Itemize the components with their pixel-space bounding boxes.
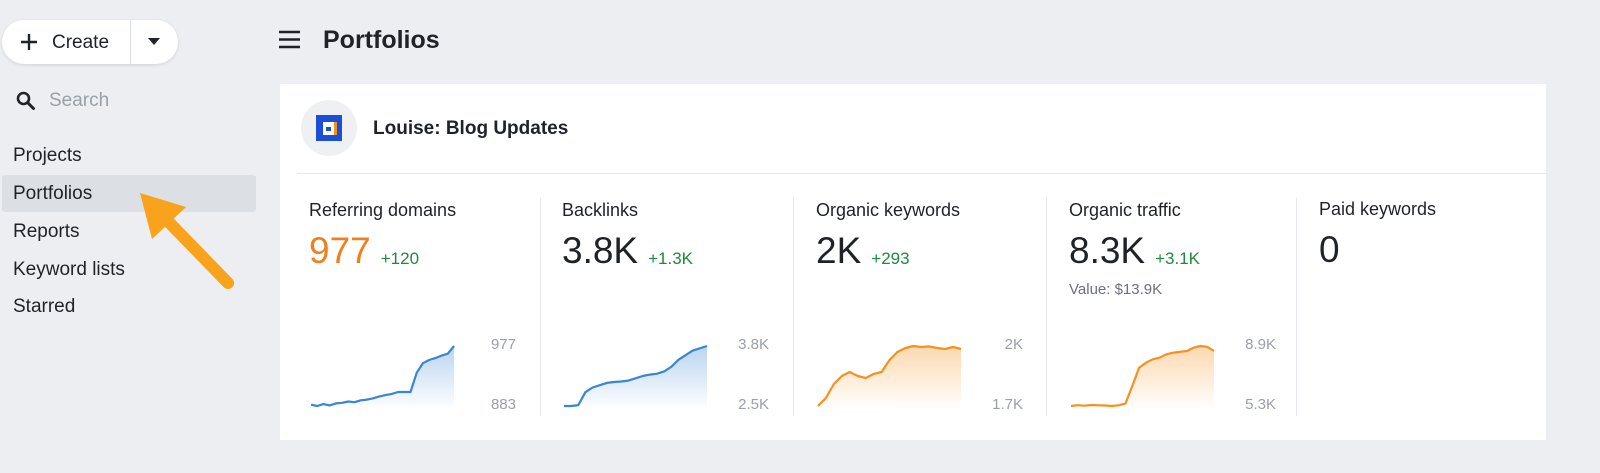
sparkline-area: [1071, 346, 1214, 410]
axis-min-label: 5.3K: [1245, 396, 1276, 413]
arrow-annotation: [140, 193, 234, 289]
sparkline-line: [310, 345, 455, 408]
metric-change: +120: [380, 249, 420, 268]
portfolio-name[interactable]: Louise: Blog Updates: [373, 118, 569, 139]
metric-change: +1.3K: [648, 249, 694, 268]
menu-icon[interactable]: [278, 30, 302, 50]
axis-max-label: 2K: [1004, 336, 1023, 353]
logo-glyph: [323, 122, 337, 135]
sparkline: [564, 344, 708, 410]
sparkline-line: [1070, 344, 1215, 408]
sparkline-line: [817, 344, 962, 407]
metric-change: +293: [871, 249, 910, 268]
metric-label: Referring domains: [309, 200, 457, 220]
metric-value: 2K: [816, 230, 862, 271]
metric-change: +3.1K: [1155, 249, 1201, 268]
column-separator: [793, 198, 794, 416]
metric-label: Organic keywords: [816, 200, 961, 220]
metric-value: 0: [1319, 229, 1340, 270]
page-title: Portfolios: [323, 26, 440, 54]
metric-value: 977: [309, 230, 371, 271]
nav-highlight: [2, 175, 256, 212]
metric-label: Paid keywords: [1319, 199, 1437, 219]
sparkline: [817, 344, 962, 410]
divider: [297, 173, 1546, 174]
sparkline-line: [564, 344, 708, 408]
axis-min-label: 1.7K: [992, 396, 1023, 413]
axis-min-label: 883: [490, 396, 516, 413]
create-button[interactable]: Create: [2, 20, 178, 64]
nav-item[interactable]: Keyword lists: [13, 259, 125, 280]
dropdown-caret[interactable]: [147, 36, 161, 48]
sparkline-area: [564, 346, 707, 410]
column-separator: [540, 198, 541, 416]
nav-item[interactable]: Projects: [13, 145, 82, 166]
nav-item[interactable]: Portfolios: [13, 183, 93, 204]
search-input[interactable]: Search: [49, 90, 110, 111]
plus-icon: [21, 34, 37, 50]
metric-label: Backlinks: [562, 200, 639, 220]
nav-item[interactable]: Reports: [13, 221, 80, 242]
separator: [130, 20, 131, 64]
metric-value: 3.8K: [562, 230, 639, 271]
axis-min-label: 2.5K: [738, 396, 769, 413]
metric-value: 8.3K: [1069, 230, 1146, 271]
sparkline: [310, 345, 455, 410]
column-separator: [1296, 198, 1297, 416]
create-label: Create: [52, 32, 110, 53]
sparkline-area: [311, 346, 454, 410]
logo-mark: [316, 115, 342, 141]
sparkline-area: [818, 346, 961, 410]
column-separator: [1046, 198, 1047, 416]
metric-label: Organic traffic: [1069, 200, 1181, 220]
metric-note: Value: $13.9K: [1069, 281, 1163, 298]
axis-max-label: 8.9K: [1245, 336, 1276, 353]
sparkline: [1070, 344, 1215, 410]
axis-max-label: 977: [490, 336, 516, 353]
axis-max-label: 3.8K: [738, 336, 769, 353]
nav-item[interactable]: Starred: [13, 296, 76, 317]
search-icon: [16, 91, 35, 110]
